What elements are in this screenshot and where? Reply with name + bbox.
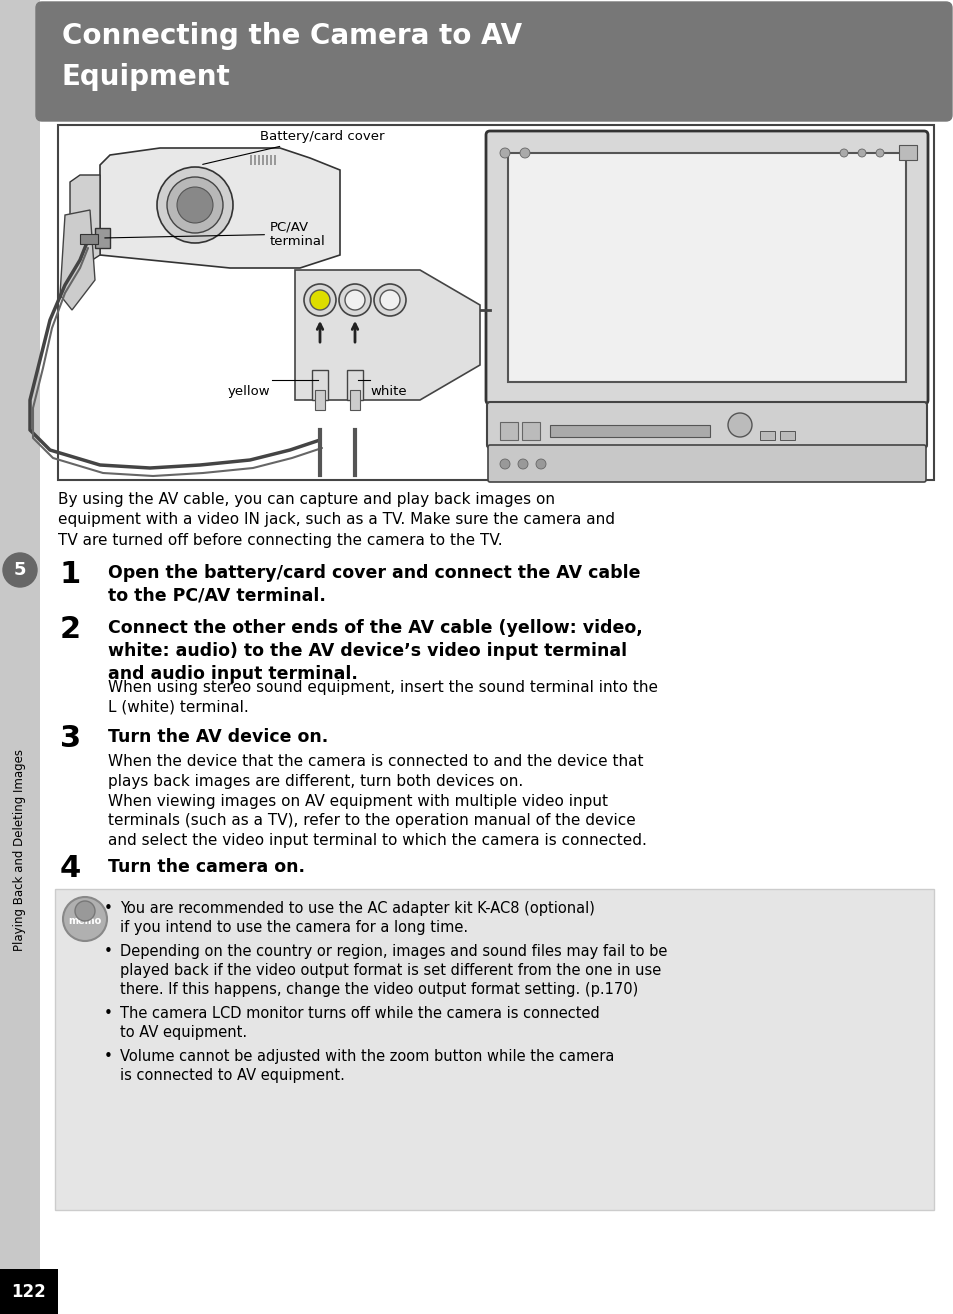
Text: Turn the camera on.: Turn the camera on.: [108, 858, 305, 876]
Bar: [262, 155, 264, 166]
Bar: [266, 155, 268, 166]
Circle shape: [374, 284, 406, 315]
Circle shape: [840, 148, 847, 156]
Circle shape: [727, 413, 751, 438]
Circle shape: [499, 459, 510, 469]
Bar: [350, 390, 359, 410]
Text: Connect the other ends of the AV cable (yellow: video,
white: audio) to the AV d: Connect the other ends of the AV cable (…: [108, 619, 642, 683]
Text: 2: 2: [60, 615, 81, 644]
Text: Open the battery/card cover and connect the AV cable
to the PC/AV terminal.: Open the battery/card cover and connect …: [108, 564, 639, 604]
Bar: [58, 125, 933, 480]
Text: PC/AV
terminal: PC/AV terminal: [105, 219, 325, 248]
Bar: [0, 1269, 58, 1314]
Bar: [80, 234, 98, 244]
Text: •: •: [104, 1049, 112, 1064]
Bar: [898, 145, 916, 160]
Text: memo: memo: [69, 916, 102, 926]
Text: Volume cannot be adjusted with the zoom button while the camera
is connected to : Volume cannot be adjusted with the zoom …: [120, 1049, 614, 1083]
Circle shape: [499, 148, 510, 158]
Text: white: white: [370, 385, 406, 398]
Text: 122: 122: [11, 1282, 47, 1301]
FancyBboxPatch shape: [488, 445, 925, 482]
Bar: [253, 155, 255, 166]
Text: •: •: [104, 1007, 112, 1021]
Text: yellow: yellow: [227, 385, 270, 398]
Circle shape: [857, 148, 865, 156]
Circle shape: [875, 148, 883, 156]
Text: 3: 3: [60, 724, 81, 753]
FancyBboxPatch shape: [36, 3, 951, 121]
Text: 5: 5: [13, 561, 27, 579]
Circle shape: [304, 284, 335, 315]
Polygon shape: [100, 148, 339, 268]
Text: 1: 1: [60, 560, 81, 589]
Text: •: •: [104, 901, 112, 916]
Text: You are recommended to use the AC adapter kit K-AC8 (optional)
if you intend to : You are recommended to use the AC adapte…: [120, 901, 595, 936]
Text: When the device that the camera is connected to and the device that
plays back i: When the device that the camera is conne…: [108, 754, 646, 849]
Bar: [507, 152, 905, 382]
Bar: [499, 422, 517, 440]
Bar: [0, 0, 40, 1314]
Text: •: •: [104, 943, 112, 959]
Circle shape: [167, 177, 223, 233]
Polygon shape: [60, 210, 95, 310]
Circle shape: [63, 897, 107, 941]
Bar: [521, 422, 539, 440]
Circle shape: [519, 148, 530, 158]
Text: Equipment: Equipment: [62, 63, 231, 91]
Polygon shape: [95, 229, 110, 248]
Bar: [780, 431, 794, 440]
Circle shape: [75, 901, 95, 921]
Bar: [250, 155, 252, 166]
Bar: [55, 890, 933, 1210]
Text: The camera LCD monitor turns off while the camera is connected
to AV equipment.: The camera LCD monitor turns off while t…: [120, 1007, 599, 1041]
Text: Turn the AV device on.: Turn the AV device on.: [108, 728, 328, 746]
Circle shape: [536, 459, 545, 469]
Bar: [314, 390, 325, 410]
Polygon shape: [70, 175, 100, 268]
Circle shape: [177, 187, 213, 223]
Circle shape: [3, 553, 37, 587]
Circle shape: [157, 167, 233, 243]
FancyBboxPatch shape: [485, 131, 927, 403]
Text: Battery/card cover: Battery/card cover: [202, 130, 384, 164]
Bar: [312, 371, 328, 399]
Circle shape: [338, 284, 371, 315]
Bar: [347, 371, 363, 399]
Text: By using the AV cable, you can capture and play back images on
equipment with a : By using the AV cable, you can capture a…: [58, 491, 615, 548]
Text: Connecting the Camera to AV: Connecting the Camera to AV: [62, 22, 521, 50]
Circle shape: [310, 290, 330, 310]
Bar: [270, 155, 272, 166]
FancyBboxPatch shape: [486, 402, 926, 448]
Text: Playing Back and Deleting Images: Playing Back and Deleting Images: [13, 749, 27, 951]
Bar: [550, 424, 709, 438]
Bar: [257, 155, 260, 166]
Text: 4: 4: [60, 854, 81, 883]
Bar: [760, 431, 774, 440]
Text: Depending on the country or region, images and sound files may fail to be
played: Depending on the country or region, imag…: [120, 943, 667, 997]
Text: When using stereo sound equipment, insert the sound terminal into the
L (white) : When using stereo sound equipment, inser…: [108, 681, 658, 715]
Circle shape: [517, 459, 527, 469]
Circle shape: [379, 290, 399, 310]
Bar: [274, 155, 275, 166]
Polygon shape: [294, 269, 479, 399]
Circle shape: [345, 290, 365, 310]
